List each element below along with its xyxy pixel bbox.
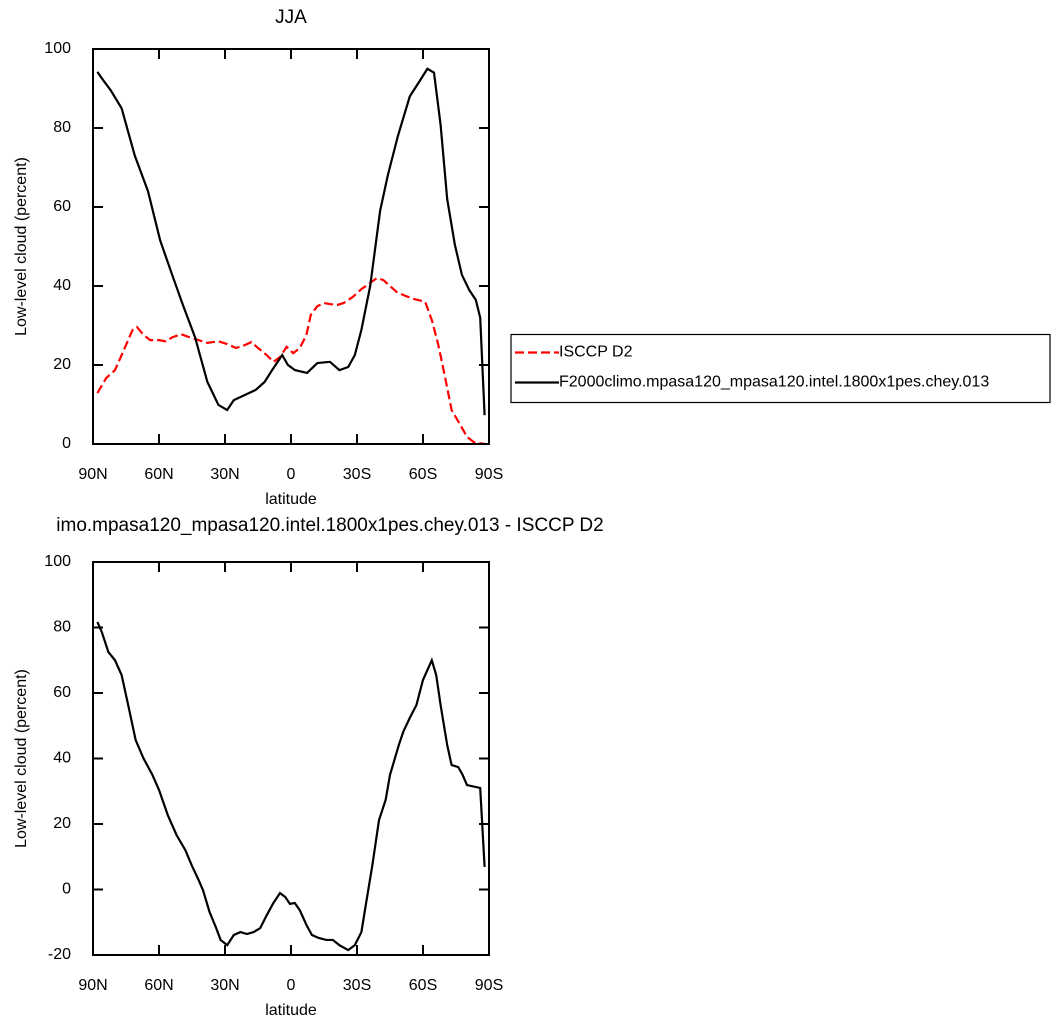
data-line [96,621,486,952]
chart-title: imo.mpasa120_mpasa120.intel.1800x1pes.ch… [56,515,603,536]
y-tick-label: 20 [53,356,71,373]
x-tick-label: 60N [144,466,173,483]
data-line [96,276,485,446]
y-tick-label: 80 [53,119,71,136]
chart-title: JJA [275,7,307,28]
x-tick-label: 90S [475,466,503,483]
y-tick-label: 40 [53,750,71,767]
y-tick-label: 60 [53,198,71,215]
y-tick-label: 100 [44,40,71,57]
data-line [96,67,486,416]
y-axis-label: Low-level cloud (percent) [13,157,30,336]
plot-frame [92,48,490,445]
y-tick-label: 60 [53,684,71,701]
x-tick-label: 0 [287,977,296,994]
x-tick-label: 30N [210,977,239,994]
x-tick-label: 30N [210,466,239,483]
x-tick-label: 60N [144,977,173,994]
y-tick-label: 40 [53,277,71,294]
x-tick-label: 60S [409,977,437,994]
y-tick-label: 80 [53,619,71,636]
x-tick-label: 30S [343,977,371,994]
x-tick-label: 90N [78,466,107,483]
x-tick-label: 60S [409,466,437,483]
legend-label: F2000climo.mpasa120_mpasa120.intel.1800x… [559,374,989,391]
plot-frame [92,561,490,956]
x-tick-label: 0 [287,466,296,483]
x-axis-label: latitude [265,491,317,508]
y-tick-label: -20 [48,946,71,963]
y-tick-label: 100 [44,553,71,570]
y-tick-label: 0 [62,881,71,898]
x-axis-label: latitude [265,1002,317,1019]
x-tick-label: 90S [475,977,503,994]
y-tick-label: 20 [53,815,71,832]
y-tick-label: 0 [62,435,71,452]
x-tick-label: 90N [78,977,107,994]
x-tick-label: 30S [343,466,371,483]
legend-label: ISCCP D2 [559,344,633,361]
y-axis-label: Low-level cloud (percent) [13,669,30,848]
legend-box [510,333,1051,404]
